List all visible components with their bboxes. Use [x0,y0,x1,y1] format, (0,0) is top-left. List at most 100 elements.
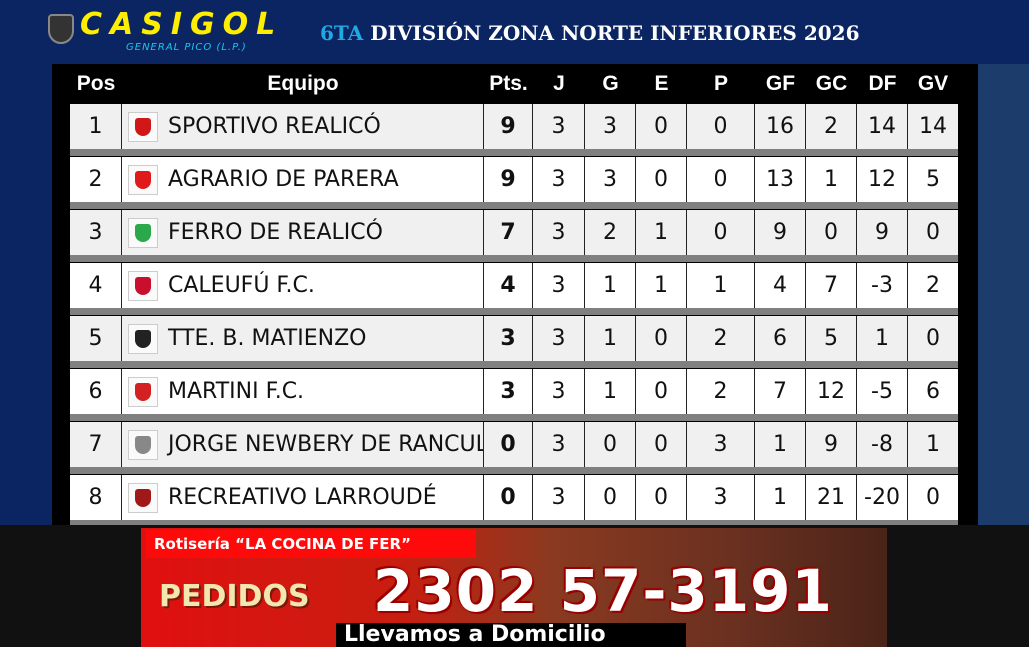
cell-df: 12 [857,157,908,202]
cell-pts: 7 [484,210,533,255]
cell-gf: 9 [755,210,806,255]
cell-df: 1 [857,316,908,361]
cell-p: 0 [687,157,755,202]
cell-pos: 2 [70,157,122,202]
cell-gv: 6 [926,379,940,404]
cell-g: 0 [585,475,636,520]
cell-pts: 3 [484,316,533,361]
team-name: SPORTIVO REALICÓ [168,114,381,139]
cell-team: RECREATIVO LARROUDÉ [122,475,484,520]
cell-gc: 5 [806,316,857,361]
title-highlight: 6TA [320,21,364,45]
brand-logo: CASIGOL [80,7,284,42]
cell-team: CALEUFÚ F.C. [122,263,484,308]
table-row: 5 TTE. B. MATIENZO 3 3 1 0 2 6 5 1 0 [70,316,958,361]
cell-gv: 0 [926,220,940,245]
ad-pedidos: PEDIDOS [159,579,310,614]
ad-phone: 2302 57-3191 [373,557,833,625]
cell-p: 0 [687,210,755,255]
row-divider [70,308,958,315]
cell-pts: 4 [484,263,533,308]
brand-subtitle: GENERAL PICO (L.P.) [126,42,247,53]
team-crest-icon [128,376,158,407]
cell-gc: 2 [806,104,857,149]
cell-g: 3 [585,104,636,149]
cell-gf: 1 [755,422,806,467]
cell-gf: 13 [755,157,806,202]
cell-df: -5 [857,369,908,414]
cell-df: 9 [857,210,908,255]
col-j: J [553,72,565,95]
cell-team: MARTINI F.C. [122,369,484,414]
team-name: MARTINI F.C. [168,379,305,404]
col-g: G [602,72,619,95]
cell-pos: 5 [70,316,122,361]
cell-team: TTE. B. MATIENZO [122,316,484,361]
table-row: 6 MARTINI F.C. 3 3 1 0 2 7 12 -5 6 [70,369,958,414]
cell-e: 1 [636,210,687,255]
table-row: 2 AGRARIO DE PARERA 9 3 3 0 0 13 1 12 5 [70,157,958,202]
cell-g: 3 [585,157,636,202]
cell-gf: 7 [755,369,806,414]
team-name: AGRARIO DE PARERA [168,167,399,192]
table-header: Pos Equipo Pts. J G E P GF GC DF GV [70,64,958,104]
ad-business-name: Rotisería “LA COCINA DE FER” [146,530,476,558]
ad-delivery: Llevamos a Domicilio [336,623,686,647]
cell-gv: 14 [919,114,947,139]
cell-df: -3 [857,263,908,308]
col-p: P [713,72,728,95]
ad-banner[interactable]: Rotisería “LA COCINA DE FER” PEDIDOS 230… [141,528,887,647]
row-divider [70,149,958,156]
cell-df: -8 [857,422,908,467]
cell-gf: 6 [755,316,806,361]
team-crest-icon [128,270,158,301]
cell-gc: 7 [806,263,857,308]
cell-j: 3 [533,157,585,202]
cell-p: 3 [687,422,755,467]
cell-df: -20 [857,475,908,520]
table-row: 7 JORGE NEWBERY DE RANCUL 0 3 0 0 3 1 9 -8 1 [70,422,958,467]
cell-pts: 0 [484,475,533,520]
table-row: 1 SPORTIVO REALICÓ 9 3 3 0 0 16 2 14 14 [70,104,958,149]
cell-g: 2 [585,210,636,255]
cell-p: 1 [687,263,755,308]
cell-pts: 9 [484,104,533,149]
cell-gv: 0 [926,485,940,510]
cell-e: 0 [636,157,687,202]
team-crest-icon [128,482,158,513]
cell-pts: 0 [484,422,533,467]
col-team: Equipo [267,72,339,95]
cell-j: 3 [533,422,585,467]
row-divider [70,467,958,474]
cell-j: 3 [533,369,585,414]
col-gc: GC [815,72,848,95]
cell-pts: 9 [484,157,533,202]
page-title: 6TA DIVISIÓN ZONA NORTE INFERIORES 2026 [320,21,860,45]
table-row: 4 CALEUFÚ F.C. 4 3 1 1 1 4 7 -3 2 [70,263,958,308]
col-e: E [654,72,669,95]
cell-j: 3 [533,475,585,520]
cell-p: 2 [687,369,755,414]
cell-gc: 9 [806,422,857,467]
cell-e: 0 [636,422,687,467]
col-gv: GV [917,72,949,95]
cell-gv: 0 [926,326,940,351]
col-pos: Pos [76,72,116,95]
table-row: 8 RECREATIVO LARROUDÉ 0 3 0 0 3 1 21 -20 0 [70,475,958,520]
col-df: DF [868,72,897,95]
cell-e: 0 [636,316,687,361]
side-strip [978,64,1029,525]
cell-p: 3 [687,475,755,520]
cell-j: 3 [533,210,585,255]
cell-j: 3 [533,263,585,308]
cell-gv: 1 [926,432,940,457]
team-crest-icon [128,323,158,354]
team-name: TTE. B. MATIENZO [168,326,367,351]
row-divider [70,255,958,262]
team-name: CALEUFÚ F.C. [168,273,315,298]
title-rest: DIVISIÓN ZONA NORTE INFERIORES 2026 [363,21,860,45]
col-pts: Pts. [489,72,528,95]
cell-e: 1 [636,263,687,308]
cell-team: FERRO DE REALICÓ [122,210,484,255]
cell-g: 1 [585,316,636,361]
